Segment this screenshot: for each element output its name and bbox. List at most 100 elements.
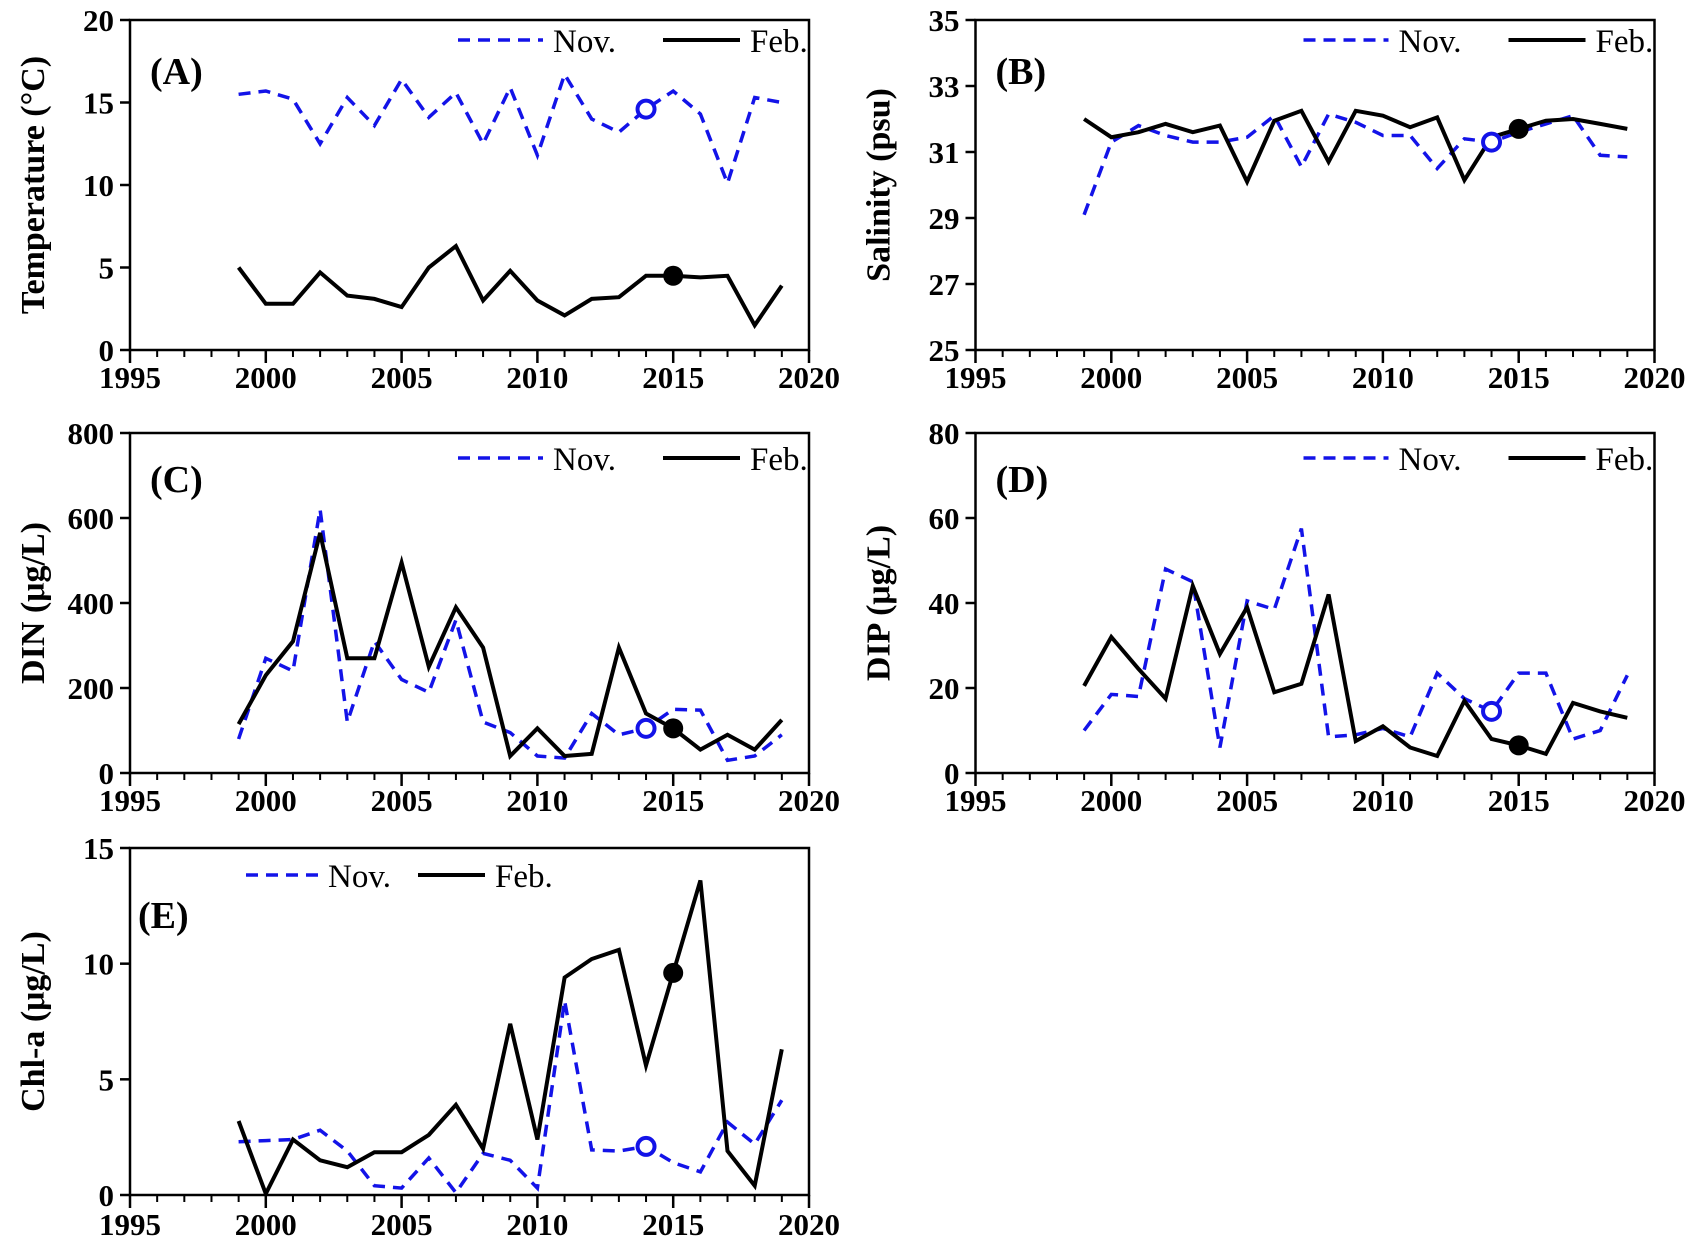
y-axis: 0 5 10 15 [83,831,130,1213]
feb-filled-circle-marker [663,962,684,983]
feb-filled-circle-marker [1508,735,1529,756]
plot-border [128,846,811,1197]
x-tick-label: 2010 [1352,360,1414,395]
x-axis: 1995 2000 2005 2010 2015 2020 [99,1195,840,1242]
chart-svg-D: 0 20 40 60 80 1995 2000 2005 2010 2015 2020 DIP (μg… [861,416,1686,818]
x-tick-label: 2000 [1080,783,1142,818]
y-tick-label: 15 [83,831,114,866]
chart-svg-C: 0 200 400 600 800 1995 2000 2005 2010 2015 2020 DIN… [15,416,840,818]
y-tick-label: 20 [929,671,960,706]
x-tick-label: 2005 [371,1207,433,1242]
panel-label: (A) [150,51,203,93]
plot-border [974,431,1656,775]
y-tick-label: 0 [99,1178,115,1213]
panel-c-din-chart: 0 200 400 600 800 1995 2000 2005 2010 2015 2020 DIN… [0,400,845,820]
nov-open-circle-marker [1481,700,1503,722]
nov-open-circle-marker [635,98,657,120]
x-tick-label: 2000 [235,783,297,818]
y-axis: 0 5 10 15 20 [83,3,130,368]
nov-open-circle-marker [635,1135,657,1157]
x-tick-label: 1995 [99,360,161,395]
y-tick-label: 60 [929,501,960,536]
y-axis: 0 20 40 60 80 [929,416,976,791]
y-tick-label: 400 [68,586,115,621]
panel-label: (C) [150,459,203,501]
x-axis: 1995 2000 2005 2010 2015 2020 [945,773,1686,818]
legend-label-nov: Nov. [553,442,616,478]
series-line-feb [236,879,784,1199]
x-tick-label: 2000 [235,1207,297,1242]
x-tick-label: 2020 [778,783,840,818]
panel-label: (B) [996,51,1047,93]
legend: Nov. Feb. [1303,24,1654,60]
panel-d-dip-chart: 0 20 40 60 80 1995 2000 2005 2010 2015 2020 DIP (μg… [845,400,1691,820]
plot-border [128,18,811,352]
panel-label: (E) [138,895,189,937]
y-axis: 25 27 29 31 33 35 [929,3,976,368]
legend: Nov. Feb. [458,442,808,478]
legend-label-nov: Nov. [1399,24,1462,60]
x-tick-label: 2010 [506,783,568,818]
y-axis-title: DIN (μg/L) [15,522,52,684]
y-tick-label: 0 [99,756,115,791]
legend-label-feb: Feb. [1596,24,1654,60]
feb-filled-circle-marker [1508,118,1529,139]
series-line-feb [236,532,784,760]
y-tick-label: 35 [929,3,960,38]
legend-label-feb: Feb. [495,859,553,895]
y-tick-label: 0 [944,756,960,791]
panel-b-salinity-chart: 25 27 29 31 33 35 1995 2000 2005 2010 2015 2020 Sali… [845,0,1691,400]
y-tick-label: 200 [68,671,115,706]
legend: Nov. Feb. [246,859,553,895]
x-tick-label: 2005 [1216,360,1278,395]
x-axis: 1995 2000 2005 2010 2015 2020 [945,350,1686,395]
x-tick-label: 2010 [506,360,568,395]
x-tick-label: 2000 [235,360,297,395]
legend-label-nov: Nov. [1399,442,1462,478]
chart-svg-E: 0 5 10 15 1995 2000 2005 2010 2015 2020 Chl-a (μg/… [15,831,840,1242]
x-tick-label: 1995 [99,1207,161,1242]
x-tick-label: 2015 [642,1207,704,1242]
plot-border [974,18,1656,352]
y-tick-label: 15 [83,86,114,121]
x-tick-label: 2015 [642,360,704,395]
x-tick-label: 2010 [1352,783,1414,818]
x-tick-label: 2020 [1624,783,1686,818]
y-tick-label: 25 [929,333,960,368]
chart-svg-A: 0 5 10 15 20 1995 2000 2005 2010 2015 2020 Temperat… [15,3,840,395]
x-tick-label: 2005 [1216,783,1278,818]
x-tick-label: 1995 [945,783,1007,818]
x-tick-label: 2010 [506,1207,568,1242]
x-tick-label: 2005 [371,360,433,395]
x-tick-label: 2005 [371,783,433,818]
legend-label-nov: Nov. [553,24,616,60]
panel-e-chla-chart: 0 5 10 15 1995 2000 2005 2010 2015 2020 Chl-a (μg/… [0,820,845,1252]
x-tick-label: 2000 [1080,360,1142,395]
legend-label-feb: Feb. [750,442,808,478]
panel-a-temperature-chart: 0 5 10 15 20 1995 2000 2005 2010 2015 2020 Temperat… [0,0,845,400]
y-tick-label: 80 [929,416,960,451]
legend-label-feb: Feb. [750,24,808,60]
y-axis: 0 200 400 600 800 [68,416,130,791]
legend: Nov. Feb. [1303,442,1653,478]
series-line-feb [1082,579,1628,759]
x-tick-label: 2015 [642,783,704,818]
y-tick-label: 800 [68,416,115,451]
y-tick-label: 600 [68,501,115,536]
x-tick-label: 1995 [945,360,1007,395]
y-tick-label: 5 [99,1062,115,1097]
x-tick-label: 2020 [1624,360,1686,395]
series-line-nov [238,70,783,189]
y-tick-label: 10 [83,947,114,982]
series-line-nov [1082,112,1628,216]
y-tick-label: 27 [929,267,960,302]
chart-svg-B: 25 27 29 31 33 35 1995 2000 2005 2010 2015 2020 Sali… [861,3,1686,395]
legend: Nov. Feb. [458,24,808,60]
feb-filled-circle-marker [663,265,684,286]
series-line-nov [238,1000,784,1196]
y-tick-label: 20 [83,3,114,38]
y-axis-title: DIP (μg/L) [861,525,898,681]
x-tick-label: 2020 [778,1207,840,1242]
y-tick-label: 40 [929,586,960,621]
